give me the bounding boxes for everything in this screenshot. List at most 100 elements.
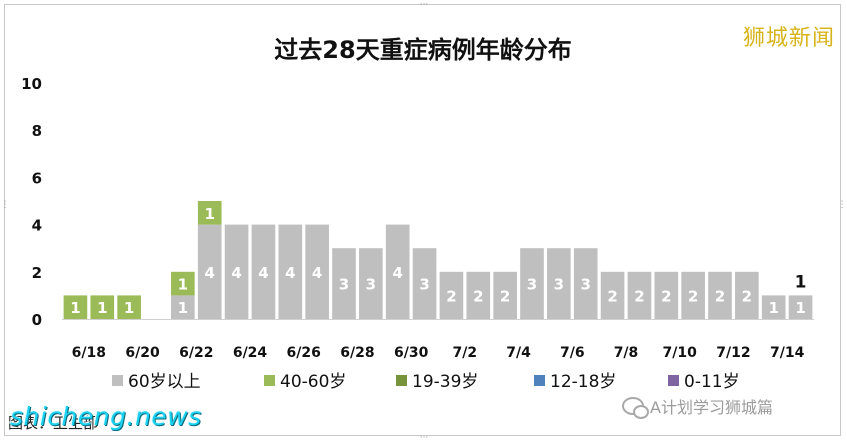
- bar-segment: [63, 295, 88, 319]
- bar-segment: [412, 248, 437, 319]
- bar-value-label: 3: [527, 276, 537, 294]
- x-tick-label: 7/12: [716, 345, 750, 361]
- bar-segment: [439, 271, 464, 319]
- bar-segment: [171, 271, 195, 296]
- bar-value-label: 1: [204, 205, 214, 223]
- source-label: 图表：: [8, 414, 54, 432]
- bar-segment: [305, 224, 329, 319]
- bar-value-label: 2: [473, 287, 483, 305]
- legend-label: 12-18岁: [550, 372, 616, 392]
- y-tick-label: 8: [32, 122, 42, 140]
- bar-segment: [251, 224, 276, 319]
- bar-value-label: 3: [339, 276, 349, 294]
- bar-value-label: 1: [97, 299, 107, 317]
- bar-value-label: 4: [204, 264, 214, 282]
- bar-segment: [547, 248, 571, 319]
- legend-label: 60岁以上: [128, 372, 201, 392]
- bar-segment: [117, 295, 141, 319]
- annotation-label: 1: [795, 272, 807, 292]
- resize-handle-right[interactable]: ⋮: [837, 200, 847, 210]
- bar-segment: [278, 224, 303, 319]
- site-watermark: shicheng.news: [10, 402, 202, 431]
- legend-swatch: [668, 375, 679, 386]
- x-tick-label: 7/10: [663, 345, 698, 361]
- source-text: 卫生部: [53, 414, 99, 432]
- brand-watermark: 狮城新闻: [742, 26, 835, 51]
- x-tick-label: 6/30: [394, 345, 429, 361]
- wechat-label: A计划学习狮城篇: [650, 398, 773, 417]
- legend: 60岁以上 40-60岁 19-39岁 12-18岁 0-11岁: [112, 372, 740, 392]
- bar-value-label: 3: [580, 276, 590, 294]
- bar-value-label: 2: [500, 287, 510, 305]
- legend-swatch: [396, 375, 407, 386]
- bar-value-label: 1: [70, 299, 80, 317]
- bar-value-label: 2: [661, 287, 671, 305]
- bar-segment: [627, 271, 652, 319]
- bar-segment: [761, 295, 786, 319]
- bar-value-label: 2: [607, 287, 617, 305]
- bar-segment: [359, 248, 383, 319]
- bar-value-label: 2: [715, 287, 725, 305]
- source-caption: 图表：卫生部: [8, 412, 98, 433]
- bar-value-label: 1: [768, 299, 778, 317]
- bar-value-label: 2: [634, 287, 644, 305]
- y-tick-label: 4: [32, 217, 42, 235]
- y-tick-label: 10: [21, 75, 42, 93]
- x-tick-label: 6/28: [340, 345, 374, 361]
- x-tick-label: 6/24: [233, 345, 268, 361]
- x-tick-label: 6/26: [287, 345, 321, 361]
- chart-title: 过去28天重症病例年龄分布: [274, 36, 571, 64]
- annotations-group: 1: [795, 272, 807, 292]
- y-tick-label: 0: [32, 311, 42, 329]
- bar-segment: [520, 248, 544, 319]
- resize-handle-top[interactable]: ···: [419, 0, 429, 10]
- bar-value-label: 4: [285, 264, 295, 282]
- x-tick-label: 6/20: [125, 345, 160, 361]
- x-tick-label: 7/6: [560, 345, 585, 361]
- bar-segment: [385, 224, 410, 319]
- bar-segment: [708, 271, 732, 319]
- bar-segment: [197, 201, 222, 225]
- bar-value-label: 4: [392, 264, 402, 282]
- x-tick-label: 7/8: [614, 345, 639, 361]
- x-tick-label: 6/18: [72, 345, 106, 361]
- x-tick-label: 7/2: [453, 345, 478, 361]
- bar-value-label: 2: [742, 287, 752, 305]
- bar-value-label: 4: [258, 264, 268, 282]
- wechat-icon: [622, 397, 649, 419]
- bar-value-label: 4: [231, 264, 241, 282]
- bar-value-label: 3: [554, 276, 564, 294]
- legend-swatch: [534, 375, 545, 386]
- bar-segment: [735, 271, 759, 319]
- bar-value-label: 1: [124, 299, 134, 317]
- resize-handle-bottom[interactable]: ···: [419, 433, 429, 443]
- x-tick-label: 7/14: [770, 345, 805, 361]
- x-axis: 6/18 6/20 6/22 6/24 6/26 6/28 6/30 7/2 7/4 7/6 7/8…: [62, 319, 814, 361]
- y-tick-label: 2: [32, 264, 42, 282]
- legend-label: 0-11岁: [684, 372, 740, 392]
- legend-label: 19-39岁: [412, 372, 478, 392]
- bar-value-label: 2: [688, 287, 698, 305]
- bar-value-label: 2: [446, 287, 456, 305]
- bar-segment: [493, 271, 517, 319]
- legend-swatch: [112, 375, 123, 386]
- bar-segment: [90, 295, 115, 319]
- legend-label: 40-60岁: [280, 372, 346, 392]
- bar-segment: [332, 248, 356, 319]
- y-axis: 0 2 4 6 8 10: [21, 75, 42, 329]
- bar-value-label: 3: [419, 276, 429, 294]
- bar-segment: [654, 271, 679, 319]
- bar-segment: [600, 271, 625, 319]
- resize-handle-left[interactable]: ⋮: [0, 200, 10, 210]
- legend-swatch: [264, 375, 275, 386]
- bar-value-label: 4: [312, 264, 322, 282]
- y-tick-label: 6: [32, 169, 42, 187]
- bar-segment: [573, 248, 598, 319]
- bar-value-label: 1: [795, 299, 805, 317]
- bar-segment: [197, 224, 222, 319]
- x-tick-label: 6/22: [179, 345, 213, 361]
- bar-segment: [681, 271, 705, 319]
- bar-segment: [466, 271, 491, 319]
